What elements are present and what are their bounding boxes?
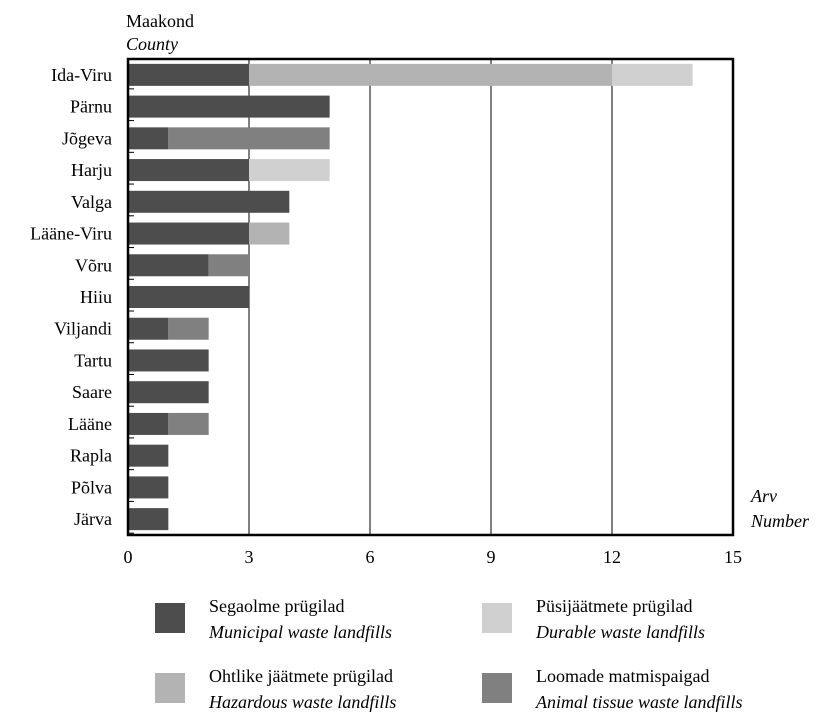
- category-label: Viljandi: [54, 319, 112, 339]
- legend-label-animal: Loomade matmispaigad: [536, 666, 710, 686]
- bar-segment: [128, 444, 169, 467]
- bar-segment: [249, 222, 290, 245]
- category-label: Ida-Viru: [51, 65, 112, 85]
- legend-swatch-animal: [482, 673, 512, 703]
- bar-segment: [249, 63, 612, 86]
- legend-label-durable-en: Durable waste landfills: [536, 622, 706, 642]
- bar-segment: [128, 159, 249, 182]
- bar-segment: [128, 317, 169, 340]
- y-axis-title: Maakond: [126, 11, 194, 31]
- x-axis-title-en: Number: [750, 511, 810, 531]
- bar-segment: [168, 412, 209, 435]
- bar-segment: [128, 412, 169, 435]
- bar-segment: [128, 254, 209, 277]
- category-label: Saare: [72, 382, 112, 402]
- x-tick-label: 15: [724, 547, 742, 567]
- bar-segment: [208, 254, 249, 277]
- x-axis-title: Arv: [750, 486, 777, 506]
- legend-item-hazardous: Ohtlike jäätmete prügilad Hazardous wast…: [155, 663, 396, 715]
- bar-segment: [128, 381, 209, 404]
- bar-segment: [128, 286, 249, 308]
- category-label: Pärnu: [70, 97, 112, 117]
- x-tick-label: 6: [366, 547, 375, 567]
- legend-label-durable: Püsijäätmete prügilad: [536, 596, 693, 616]
- bar-segment: [128, 476, 169, 499]
- legend-swatch-hazardous: [155, 673, 185, 703]
- x-tick-labels: 0 3 6 9 12 15: [124, 547, 743, 567]
- bars: [128, 63, 693, 531]
- category-label: Võru: [75, 255, 112, 275]
- category-label: Hiiu: [80, 287, 112, 307]
- x-tick-label: 9: [487, 547, 496, 567]
- category-label: Harju: [71, 160, 112, 180]
- x-tick-label: 3: [245, 547, 254, 567]
- bar-segment: [168, 127, 330, 150]
- legend-item-animal: Loomade matmispaigad Animal tissue waste…: [482, 663, 743, 715]
- category-label: Lääne-Viru: [30, 224, 112, 244]
- y-axis-title-en: County: [126, 34, 178, 54]
- plot-frame: [126, 57, 735, 537]
- category-label: Valga: [71, 192, 112, 212]
- legend-label-municipal: Segaolme prügilad: [209, 596, 345, 616]
- bar-segment: [168, 317, 209, 340]
- bar-segment: [249, 159, 330, 182]
- legend-label-animal-en: Animal tissue waste landfills: [536, 692, 743, 712]
- category-labels: Ida-Viru Pärnu Jõgeva Harju Valga Lääne-Viru V…: [30, 65, 134, 534]
- category-label: Järva: [74, 509, 112, 529]
- bar-segment: [128, 63, 249, 86]
- bar-segment: [128, 508, 169, 531]
- bar-segment: [128, 95, 330, 118]
- legend-item-durable: Püsijäätmete prügilad Durable waste land…: [482, 593, 705, 645]
- category-label: Tartu: [74, 350, 112, 370]
- legend-label-hazardous: Ohtlike jäätmete prügilad: [209, 666, 393, 686]
- category-label: Lääne: [68, 414, 112, 434]
- legend-label-municipal-en: Municipal waste landfills: [209, 622, 392, 642]
- legend-swatch-municipal: [155, 603, 185, 633]
- bar-segment: [128, 349, 209, 372]
- bar-chart: Maakond County Arv Number Ida-Viru Pärnu J…: [30, 11, 810, 567]
- legend-label-hazardous-en: Hazardous waste landfills: [209, 692, 397, 712]
- bar-segment: [128, 190, 290, 213]
- category-label: Jõgeva: [62, 128, 112, 148]
- category-label: Rapla: [70, 446, 112, 466]
- bar-segment: [128, 127, 169, 150]
- bar-segment: [612, 63, 693, 86]
- category-label: Põlva: [71, 477, 112, 497]
- x-tick-label: 0: [124, 547, 133, 567]
- legend-swatch-durable: [482, 603, 512, 633]
- legend: Segaolme prügilad Municipal waste landfi…: [0, 590, 820, 722]
- bar-segment: [128, 222, 249, 245]
- legend-item-municipal: Segaolme prügilad Municipal waste landfi…: [155, 593, 392, 645]
- x-tick-label: 12: [603, 547, 621, 567]
